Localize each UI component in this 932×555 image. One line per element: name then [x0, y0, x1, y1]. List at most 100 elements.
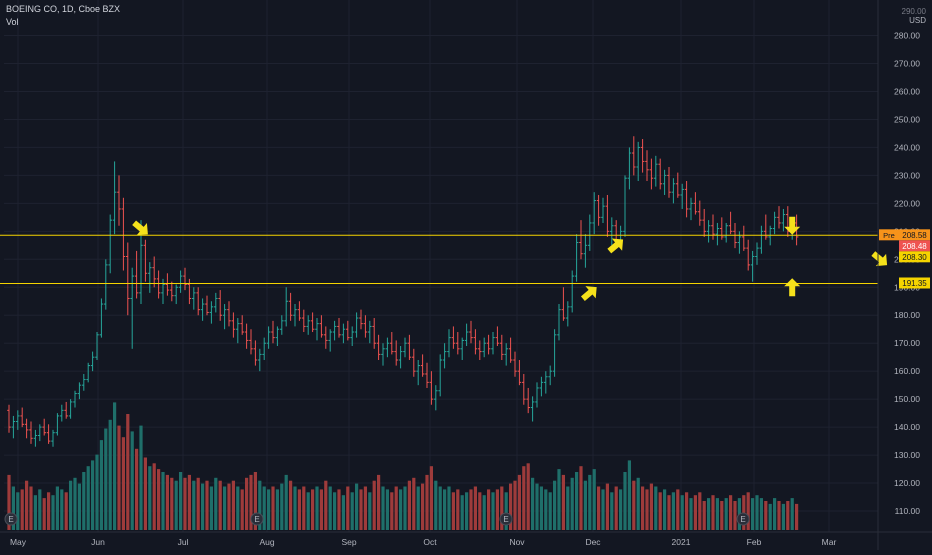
price-tag-bg	[899, 229, 930, 241]
volume-bar	[434, 480, 438, 530]
volume-bar	[592, 469, 596, 530]
time-tick-label: Dec	[585, 537, 601, 547]
arrow-shape	[580, 286, 597, 301]
volume-bar	[645, 489, 649, 530]
volume-bar	[649, 483, 653, 530]
volume-bar	[130, 431, 134, 530]
volume-bar	[86, 466, 90, 530]
volume-indicator-label[interactable]: Vol	[6, 17, 19, 27]
volume-bar	[707, 498, 711, 530]
time-axis[interactable]: May Jun Jul Aug Sep Oct Nov Dec 2021 Feb Mar	[0, 531, 932, 547]
volume-bar	[196, 477, 200, 530]
arrow-shape	[784, 216, 801, 235]
price-tag-hline: 208.30	[899, 251, 930, 263]
price-tag-bg	[899, 240, 930, 252]
volume-bar	[33, 495, 37, 530]
volume-bar	[720, 501, 724, 530]
earnings-marker-circle	[736, 512, 750, 526]
volume-bar	[170, 477, 174, 530]
volume-bar	[385, 489, 389, 530]
volume-bar	[227, 483, 231, 530]
arrow-shape	[784, 278, 801, 297]
volume-bar	[623, 472, 627, 530]
volume-bar	[751, 498, 755, 530]
volume-bar	[341, 495, 345, 530]
price-tick-label: 250.00	[894, 114, 920, 124]
volume-bar	[25, 480, 29, 530]
earnings-marker-circle	[499, 512, 513, 526]
volume-bar	[64, 492, 68, 530]
volume-bar	[795, 503, 799, 530]
volume-bar	[324, 480, 328, 530]
volume-bar	[368, 492, 372, 530]
volume-bar	[38, 489, 42, 530]
volume-bar	[209, 486, 213, 530]
volume-bar	[390, 492, 394, 530]
time-tick-label: May	[10, 537, 27, 547]
price-tag-hline: 191.35	[899, 277, 930, 289]
earnings-marker-circle	[4, 512, 18, 526]
volume-bar	[583, 480, 587, 530]
earnings-marker[interactable]: E	[499, 512, 513, 526]
arrow-nov-bottom	[580, 286, 597, 301]
price-tag-last: 208.48	[899, 240, 930, 252]
volume-bar	[262, 486, 266, 530]
volume-bar	[333, 492, 337, 530]
price-tick-label: 180.00	[894, 310, 920, 320]
volume-bar	[685, 492, 689, 530]
arrow-jun-top	[132, 220, 148, 236]
volume-bar	[416, 486, 420, 530]
volume-bar	[495, 489, 499, 530]
volume-bar	[240, 489, 244, 530]
price-tick-label: 160.00	[894, 366, 920, 376]
volume-bar	[544, 489, 548, 530]
volume-bar	[271, 486, 275, 530]
volume-bar	[504, 492, 508, 530]
currency-label: 290.00 USD	[902, 8, 926, 26]
volume-bar	[627, 460, 631, 530]
volume-bar	[456, 489, 460, 530]
volume-bar	[733, 501, 737, 530]
volume-bar	[179, 472, 183, 530]
earnings-marker[interactable]: E	[736, 512, 750, 526]
earnings-marker[interactable]: E	[4, 512, 18, 526]
volume-bar	[284, 474, 288, 530]
arrow-shape	[607, 238, 624, 254]
volume-bar	[55, 486, 59, 530]
volume-bar	[311, 489, 315, 530]
price-tag-bg	[899, 277, 930, 289]
volume-bar	[786, 501, 790, 530]
earnings-marker[interactable]: E	[250, 512, 264, 526]
volume-bar	[253, 472, 257, 530]
volume-bar	[522, 466, 526, 530]
volume-bar	[174, 480, 178, 530]
volume-bar	[231, 480, 235, 530]
volume-bar	[355, 483, 359, 530]
volume-bar	[319, 489, 323, 530]
volume-bar	[553, 480, 557, 530]
volume-bar	[381, 486, 385, 530]
volume-bar	[148, 466, 152, 530]
volume-bar	[359, 489, 363, 530]
volume-bar	[447, 486, 451, 530]
volume-bar	[517, 474, 521, 530]
price-tick-label: 260.00	[894, 86, 920, 96]
volume-bar	[275, 489, 279, 530]
volume-bar	[491, 492, 495, 530]
arrow-feb-bottom	[784, 278, 801, 297]
arrow-jan-top	[784, 216, 801, 235]
price-tag-pre: Pre 208.58	[879, 229, 930, 241]
volume-bar	[205, 480, 209, 530]
symbol-title[interactable]: BOEING CO, 1D, Cboe BZX	[6, 4, 121, 14]
volume-bar	[755, 495, 759, 530]
volume-bar	[777, 501, 781, 530]
volume-bar	[601, 489, 605, 530]
earnings-marker-circle	[250, 512, 264, 526]
volume-bar	[82, 472, 86, 530]
volume-bar	[337, 489, 341, 530]
price-axis[interactable]: 110.00 120.00 130.00 140.00 150.00 160.00 170.…	[877, 0, 920, 550]
arrow-nov-mid	[607, 238, 624, 254]
